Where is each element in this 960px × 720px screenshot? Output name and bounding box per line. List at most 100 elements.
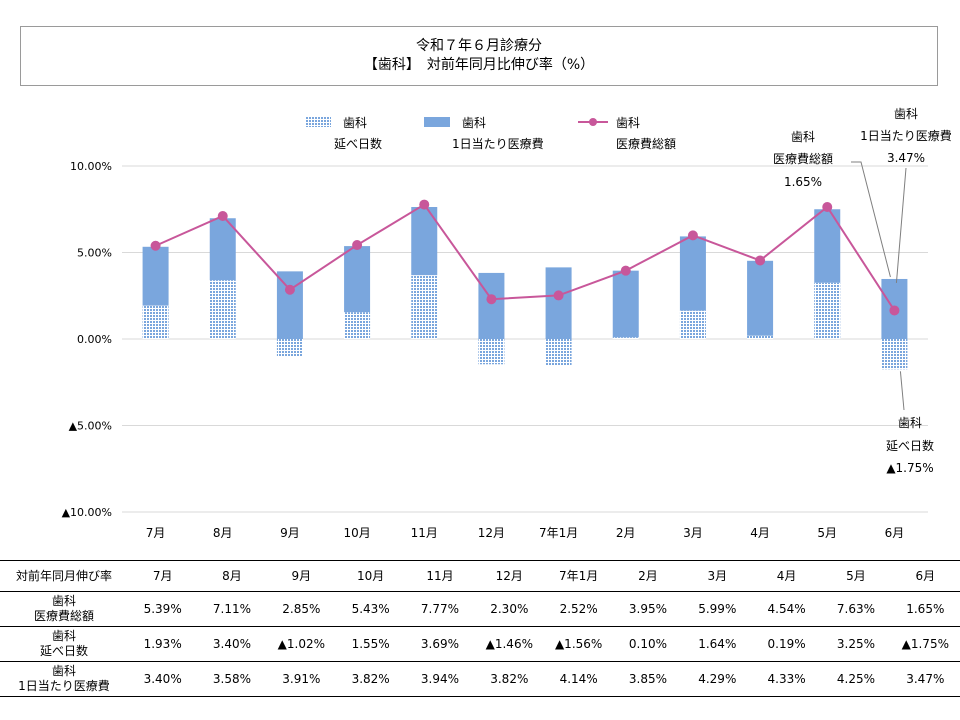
y-tick-label: ▲5.00% (69, 420, 112, 433)
table-row-label-line2: 延べ日数 (39, 644, 88, 658)
chart-title-line2: 【歯科】 対前年同月比伸び率（%） (363, 57, 595, 73)
table-cell: 2.30% (490, 601, 529, 616)
table-row-label-line1: 歯科 (51, 629, 76, 643)
table-cell: ▲1.75% (901, 636, 949, 651)
table-cell: 5.99% (698, 601, 737, 616)
x-tick-label: 4月 (750, 526, 770, 540)
table-header-cell: 4月 (776, 568, 797, 583)
annotation-per-day-leader (895, 167, 907, 284)
table-header-cell: 11月 (426, 568, 454, 583)
point-total (553, 290, 564, 301)
x-tick-label: 11月 (411, 526, 438, 540)
table-cell: ▲1.46% (485, 636, 533, 651)
annotation-per-day-label: 歯科 (894, 107, 918, 121)
point-total (217, 210, 228, 221)
y-tick-label: 10.00% (70, 160, 112, 173)
table-cell: 3.85% (628, 671, 668, 686)
table-cell: 3.58% (212, 671, 252, 686)
table-cell: 4.29% (698, 671, 737, 686)
table-cell: 1.55% (351, 636, 390, 651)
annotation-per-day-label: 1日当たり医療費 (860, 128, 952, 143)
table-cell: 3.25% (836, 636, 875, 651)
table-header-cell: 7月 (152, 568, 173, 583)
y-tick-label: ▲10.00% (62, 506, 112, 519)
table-cell: 4.54% (767, 601, 806, 616)
bar-per-day (478, 272, 505, 339)
table-cell: 0.19% (767, 636, 806, 651)
bar-days (142, 305, 169, 339)
annotation-days-label: 延べ日数 (886, 438, 934, 453)
bar-days (478, 339, 505, 365)
annotation-total-value: 1.65% (784, 175, 822, 189)
point-total (822, 202, 833, 213)
table-header-cell: 12月 (495, 568, 523, 583)
table-header-cell: 3月 (707, 568, 728, 583)
table-cell: 3.91% (282, 671, 321, 686)
table-header-label: 対前年同月伸び率 (15, 568, 112, 583)
annotation-days-label: 歯科 (898, 416, 922, 430)
bar-per-day (679, 236, 706, 311)
y-tick-label: 0.00% (77, 333, 112, 346)
table-header-cell: 10月 (357, 568, 385, 583)
bar-days (881, 339, 908, 370)
point-total (352, 240, 363, 251)
bar-days (612, 337, 639, 339)
bar-days (411, 275, 438, 339)
table-cell: 4.33% (767, 671, 806, 686)
table-cell: 3.82% (351, 671, 390, 686)
bar-per-day (747, 260, 774, 336)
table-header-cell: 2月 (638, 568, 658, 583)
table-cell: 0.10% (628, 636, 668, 651)
table-cell: 3.40% (143, 671, 182, 686)
bar-per-day (545, 267, 572, 339)
point-total (150, 240, 161, 251)
x-tick-label: 9月 (280, 526, 300, 540)
table-cell: ▲1.56% (554, 636, 603, 651)
point-total (284, 284, 295, 295)
point-total (486, 294, 497, 305)
table-cell: 3.82% (490, 671, 529, 686)
table-header-cell: 5月 (846, 568, 866, 583)
legend-label: 歯科 (343, 116, 367, 130)
annotation-days-value: ▲1.75% (886, 461, 933, 475)
point-total (419, 199, 430, 210)
table-cell: 3.95% (628, 601, 668, 616)
bar-per-day (209, 218, 236, 281)
bar-per-day (142, 246, 169, 306)
annotation-total-label: 歯科 (791, 130, 815, 144)
legend-swatch-days (305, 117, 331, 127)
point-total (755, 255, 766, 266)
x-tick-label: 6月 (885, 526, 905, 540)
table-header-cell: 8月 (222, 568, 242, 583)
annotation-days-leader (899, 371, 905, 411)
data-table: 対前年同月伸び率 7月 8月 9月 10月 11月 12月 7年1月 2月 3月 4月 5月 6月 歯科医… (0, 560, 960, 697)
bar-per-day (344, 246, 371, 313)
bar-days (545, 339, 572, 366)
table-cell: ▲1.02% (277, 636, 325, 651)
table-cell: 3.94% (420, 671, 460, 686)
table-cell: 1.93% (143, 636, 182, 651)
annotation-per-day-value: 3.47% (887, 151, 925, 165)
legend-swatch-per-day (424, 117, 450, 127)
table-cell: 7.11% (212, 601, 252, 616)
table-row-label: 歯科 延べ日数 (0, 627, 128, 662)
legend-label: 延べ日数 (334, 136, 382, 151)
table-cell: 4.25% (836, 671, 875, 686)
annotation-total-label: 医療費総額 (773, 151, 833, 166)
bar-days (209, 280, 236, 339)
x-tick-label: 5月 (817, 526, 837, 540)
legend-label: 医療費総額 (616, 136, 676, 151)
table-cell: 7.63% (836, 601, 875, 616)
point-total (687, 230, 698, 241)
x-tick-label: 12月 (478, 526, 505, 540)
table-row-label-line2: 1日当たり医療費 (18, 679, 110, 693)
x-tick-label: 8月 (213, 526, 233, 540)
table-cell: 2.85% (282, 601, 321, 616)
table-cell: 1.64% (698, 636, 737, 651)
chart-title-line1: 令和７年６月診療分 (416, 38, 542, 54)
table-row: 歯科 延べ日数 1.93% 3.40% ▲1.02% 1.55% 3.69% ▲1.46% ▲1… (0, 627, 960, 662)
bar-per-day (276, 271, 303, 339)
table-cell: 2.52% (559, 601, 598, 616)
bar-days (276, 339, 303, 357)
line-total (155, 203, 896, 311)
